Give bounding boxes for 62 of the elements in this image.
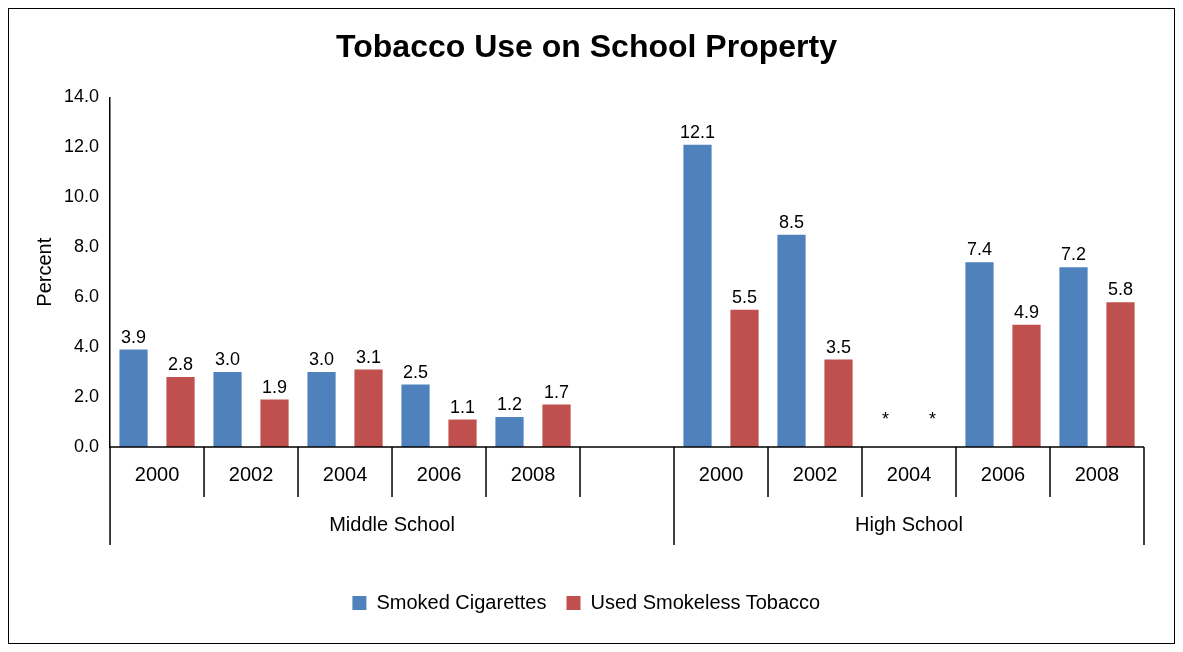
y-tick-label: 6.0 [74,286,100,307]
bar [213,372,242,447]
bar [542,404,571,447]
data-label: 4.9 [1013,301,1040,322]
text: Middle School [329,512,455,535]
data-label: 8.5 [779,211,805,232]
bar [730,309,759,447]
bar [260,399,289,447]
data-label: 3.1 [356,346,382,367]
x-tick-label: 2004 [322,462,368,485]
data-label: 1.1 [450,396,476,417]
x-tick-label: 2004 [886,462,932,485]
y-tick-label: 14.0 [63,86,100,107]
x-tick-label: 2000 [134,462,180,485]
data-label: 3.0 [215,349,241,370]
data-label: 1.2 [497,394,523,414]
y-tick-label: 2.0 [74,386,100,407]
y-tick-label: 0.0 [74,435,100,456]
y-tick-label: 4.0 [74,336,100,357]
bar [495,417,524,447]
y-tick-label: 12.0 [63,136,100,157]
text: * [929,408,937,429]
bar [448,419,477,447]
data-label: 3.9 [121,326,147,347]
bar [166,377,195,447]
data-label: 7.4 [966,239,993,260]
data-label: 1.7 [544,381,570,402]
data-label: 1.9 [262,376,288,397]
x-tick-label: 2006 [416,462,462,485]
bar [965,262,994,447]
bar [824,359,853,447]
bar [777,234,806,447]
chart-title: Tobacco Use on School Property [336,28,838,65]
x-tick-label: 2000 [698,462,744,485]
y-tick-label: 8.0 [74,236,100,257]
x-tick-label: 2002 [228,462,274,485]
data-label: 3.5 [825,336,852,357]
data-label: 7.2 [1060,244,1087,265]
bar [354,369,383,447]
data-label: 5.8 [1107,279,1134,300]
x-tick-label: 2002 [792,462,838,485]
y-axis-title: Percent [32,237,55,307]
legend-label: Used Smokeless Tobacco [590,590,821,613]
data-label: 12.1 [679,121,716,142]
data-label: 2.8 [168,354,194,375]
text: High School [855,512,963,535]
bar [401,384,430,447]
y-tick-label: 10.0 [63,186,100,207]
x-tick-label: 2006 [980,462,1026,485]
data-label: 3.0 [309,349,335,370]
data-label: 2.5 [403,361,429,382]
x-tick-label: 2008 [510,462,556,485]
x-tick-label: 2008 [1074,462,1120,485]
bar [119,349,148,447]
bar [683,144,712,447]
bar [307,372,336,447]
data-label: 5.5 [732,286,758,307]
bar [1106,302,1135,447]
bar [1059,267,1088,447]
text: * [882,408,890,429]
bar [1012,324,1041,447]
legend-label: Smoked Cigarettes [376,590,547,613]
